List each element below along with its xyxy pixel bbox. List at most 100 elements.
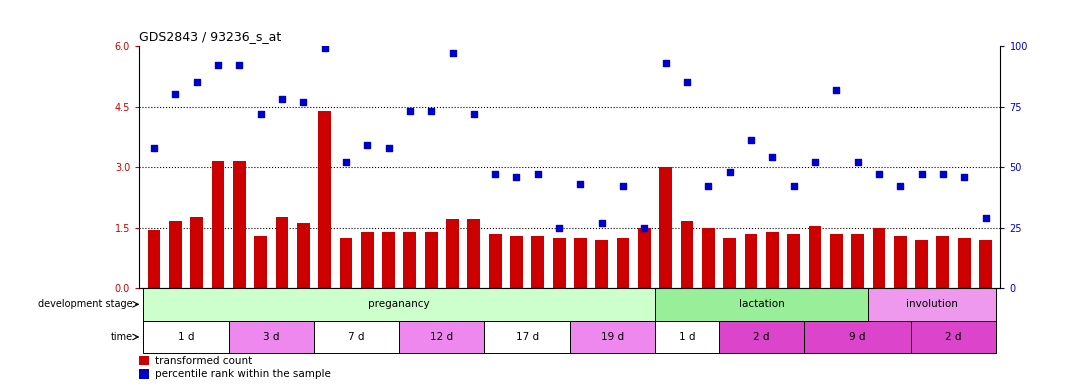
Bar (719, 321, 805, 353)
Point (530, 171, 547, 177)
Bar (805, 321, 911, 353)
Bar (532, 236, 545, 288)
Point (146, 145, 163, 151)
Point (678, 79, 696, 85)
Text: 2 d: 2 d (945, 332, 962, 342)
Point (551, 224, 568, 230)
Point (231, 62, 248, 68)
Bar (399, 321, 485, 353)
Bar (190, 217, 203, 288)
Text: time: time (110, 332, 133, 342)
Bar (468, 220, 480, 288)
Text: preganancy: preganancy (368, 299, 430, 310)
Bar (489, 233, 502, 288)
Bar (745, 233, 758, 288)
Point (401, 108, 418, 114)
Text: 19 d: 19 d (601, 332, 624, 342)
Bar (979, 240, 992, 288)
Point (636, 224, 653, 230)
Point (764, 154, 781, 161)
Bar (574, 238, 586, 288)
Bar (958, 238, 970, 288)
Bar (655, 288, 868, 321)
Bar (382, 232, 395, 288)
Point (956, 174, 973, 180)
Bar (659, 167, 672, 288)
Text: percentile rank within the sample: percentile rank within the sample (154, 369, 331, 379)
Point (294, 99, 311, 105)
Bar (339, 238, 352, 288)
Bar (616, 238, 629, 288)
Bar (868, 288, 996, 321)
Text: involution: involution (906, 299, 958, 310)
Point (785, 183, 802, 189)
Bar (766, 232, 779, 288)
Bar (788, 233, 800, 288)
Bar (139, 369, 150, 379)
Point (210, 62, 227, 68)
Text: 1 d: 1 d (678, 332, 696, 342)
Point (358, 142, 376, 148)
Point (571, 181, 588, 187)
Bar (510, 236, 523, 288)
Bar (830, 233, 843, 288)
Point (807, 159, 824, 165)
Point (465, 111, 483, 117)
Text: 2 d: 2 d (753, 332, 770, 342)
Bar (314, 321, 399, 353)
Bar (361, 232, 373, 288)
Bar (233, 161, 246, 288)
Bar (809, 225, 822, 288)
Point (274, 96, 291, 103)
Bar (852, 233, 863, 288)
Bar (169, 222, 182, 288)
Text: development stage: development stage (39, 299, 133, 310)
Point (593, 220, 610, 226)
Point (614, 183, 631, 189)
Bar (485, 321, 569, 353)
Bar (143, 288, 655, 321)
Text: 12 d: 12 d (430, 332, 454, 342)
Point (913, 171, 930, 177)
Bar (723, 238, 736, 288)
Bar (638, 227, 651, 288)
Bar (702, 227, 715, 288)
Point (253, 111, 270, 117)
Point (891, 183, 908, 189)
Point (657, 60, 674, 66)
Point (487, 171, 504, 177)
Point (316, 45, 333, 51)
Point (380, 145, 397, 151)
Bar (681, 222, 693, 288)
Point (870, 171, 887, 177)
Bar (148, 230, 160, 288)
Text: 7 d: 7 d (349, 332, 365, 342)
Text: 9 d: 9 d (850, 332, 866, 342)
Point (444, 50, 461, 56)
Point (977, 215, 994, 221)
Bar (139, 356, 150, 366)
Bar (143, 321, 229, 353)
Bar (318, 111, 331, 288)
Text: 1 d: 1 d (178, 332, 195, 342)
Bar (569, 321, 655, 353)
Point (423, 108, 440, 114)
Point (828, 86, 845, 93)
Point (188, 79, 205, 85)
Bar (296, 223, 309, 288)
Point (700, 183, 717, 189)
Bar (936, 236, 949, 288)
Point (934, 171, 951, 177)
Point (337, 159, 354, 165)
Point (721, 169, 738, 175)
Text: 3 d: 3 d (263, 332, 279, 342)
Bar (872, 227, 885, 288)
Bar (255, 236, 268, 288)
Text: lactation: lactation (738, 299, 784, 310)
Bar (655, 321, 719, 353)
Bar (403, 232, 416, 288)
Point (167, 91, 184, 98)
Bar (915, 240, 928, 288)
Text: transformed count: transformed count (154, 356, 251, 366)
Point (743, 137, 760, 144)
